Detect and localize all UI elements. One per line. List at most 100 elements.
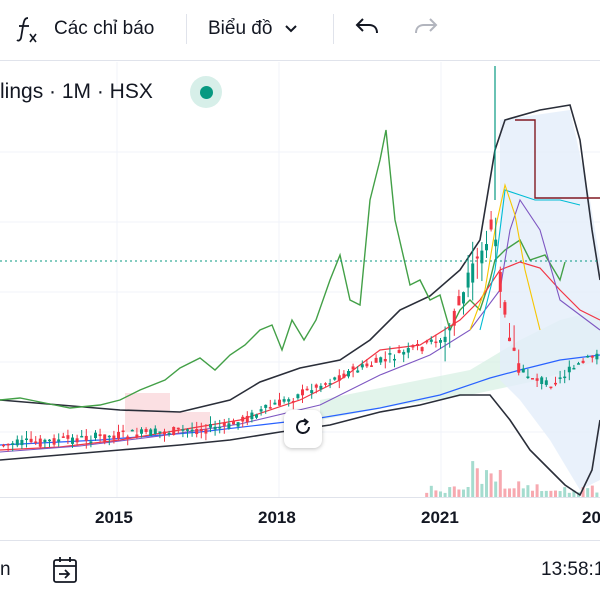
volume-bar: [448, 487, 452, 497]
indicators-button[interactable]: Các chỉ báo: [14, 10, 154, 48]
candle: [94, 432, 97, 439]
candle: [52, 438, 56, 445]
candle: [89, 441, 93, 443]
candle: [241, 416, 245, 422]
volume-bar: [457, 489, 461, 497]
candle: [314, 384, 318, 388]
candle: [485, 244, 488, 251]
reset-chart-button[interactable]: [284, 410, 322, 448]
candle: [383, 358, 387, 362]
volume-bar: [558, 491, 562, 497]
candle: [61, 436, 65, 438]
candle: [103, 434, 107, 442]
candle: [526, 376, 530, 378]
candle: [333, 377, 337, 380]
range-label[interactable]: n: [0, 559, 11, 580]
candle: [356, 370, 360, 373]
toolbar-divider: [186, 14, 187, 44]
candle: [222, 422, 226, 426]
candle: [282, 399, 286, 402]
candles: [2, 66, 599, 452]
market-status-badge[interactable]: [190, 76, 222, 108]
candle: [291, 401, 295, 403]
candle: [29, 438, 33, 443]
candle: [84, 435, 88, 441]
chart-type-button[interactable]: Biểu đồ: [208, 10, 298, 48]
candle: [572, 367, 576, 370]
undo-button[interactable]: [353, 10, 381, 48]
candle: [595, 353, 599, 360]
candle: [563, 376, 567, 379]
time-axis-line: [0, 497, 600, 498]
candle: [581, 360, 585, 363]
candle: [310, 390, 314, 394]
candle: [130, 429, 134, 432]
volume-bar: [526, 485, 530, 497]
volume-bar: [494, 481, 498, 497]
volume-bar: [554, 490, 557, 497]
price-chart[interactable]: [0, 62, 600, 498]
toolbar-divider-line: [0, 60, 600, 61]
volume-bar: [595, 492, 599, 497]
candle: [342, 373, 346, 378]
candle: [144, 429, 148, 432]
candle: [466, 272, 470, 288]
bollinger-upper: [0, 104, 600, 413]
candle: [393, 358, 396, 361]
candle: [181, 429, 185, 431]
candle: [370, 365, 373, 367]
ema-line: [479, 189, 581, 331]
volume-bar: [531, 490, 534, 497]
candle: [360, 364, 364, 368]
candle: [489, 219, 493, 230]
candle: [107, 435, 111, 438]
candle: [411, 345, 415, 348]
candle: [457, 296, 461, 306]
candle: [273, 402, 277, 405]
candle: [305, 388, 309, 391]
candle: [48, 439, 51, 442]
candle: [337, 375, 341, 381]
candle: [167, 432, 171, 435]
candle: [255, 414, 258, 418]
candle: [278, 399, 281, 406]
candle: [218, 426, 222, 429]
candle: [2, 444, 5, 447]
volume-bar: [475, 468, 479, 497]
candle: [25, 438, 28, 441]
candle: [503, 302, 507, 315]
redo-button[interactable]: [412, 10, 440, 48]
volume-bar: [544, 490, 548, 497]
clock-time[interactable]: 13:58:1: [541, 559, 600, 580]
candle: [213, 426, 217, 430]
candle: [434, 341, 438, 344]
candle: [250, 412, 254, 420]
volume-bar: [517, 481, 521, 497]
candle: [374, 357, 378, 363]
candle: [397, 350, 401, 353]
symbol-legend[interactable]: lings · 1M · HSX: [0, 74, 153, 110]
candle: [347, 370, 350, 377]
candle: [416, 343, 419, 346]
candle: [190, 429, 194, 432]
volume-bar: [439, 491, 442, 497]
candle: [567, 366, 571, 373]
candle: [43, 439, 47, 442]
candle: [6, 443, 10, 446]
candle: [586, 355, 590, 358]
bottom-toolbar: n 13:58:1: [0, 541, 600, 600]
candle: [268, 407, 272, 409]
candle: [324, 383, 327, 385]
volume-bar: [471, 461, 475, 497]
candle: [34, 441, 38, 443]
reset-icon: [292, 416, 314, 443]
candle: [328, 383, 332, 385]
volume-bar: [485, 470, 488, 497]
volume-bar: [581, 487, 585, 497]
calendar-goto-icon[interactable]: [51, 554, 79, 591]
volume-bars: [425, 468, 594, 497]
bollinger-fill: [500, 110, 600, 490]
volume-bar: [508, 488, 511, 497]
candle: [117, 431, 120, 439]
candle: [471, 263, 475, 283]
